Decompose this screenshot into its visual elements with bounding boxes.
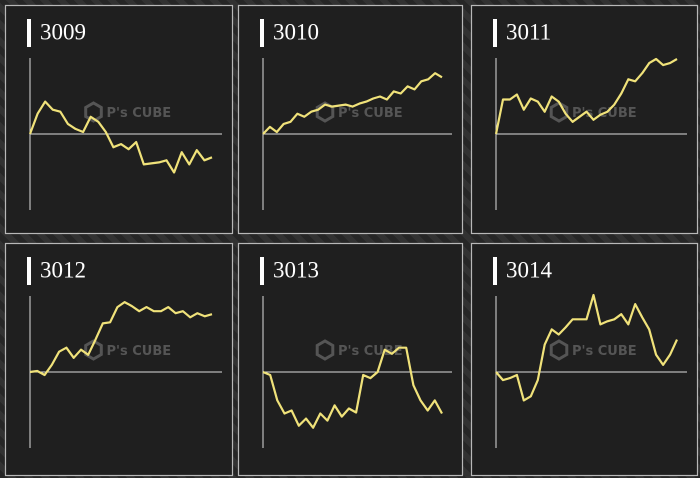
- chart-title: 3014: [506, 257, 553, 282]
- watermark-logo: [549, 101, 569, 123]
- watermark: P's CUBE: [338, 344, 403, 359]
- line-series: [28, 100, 213, 174]
- panel: [470, 4, 699, 235]
- chart-title: 3011: [506, 19, 551, 44]
- title-bar: [27, 257, 31, 285]
- panel: [4, 242, 234, 477]
- line-series: [29, 301, 213, 377]
- watermark-logo: [315, 339, 335, 361]
- line-series: [262, 72, 443, 135]
- title-bar: [260, 257, 264, 285]
- watermark: P's CUBE: [107, 106, 172, 121]
- chart-title: 3013: [273, 257, 319, 282]
- title-bar: [493, 257, 497, 285]
- line-series: [494, 57, 678, 135]
- watermark-logo: [84, 339, 103, 361]
- line-series: [495, 293, 678, 402]
- panel: [237, 242, 464, 477]
- title-bar: [493, 19, 497, 47]
- panel: [237, 4, 464, 235]
- watermark-logo: [84, 101, 103, 123]
- line-series: [262, 346, 443, 429]
- chart-title: 3009: [40, 19, 86, 44]
- title-bar: [260, 19, 264, 47]
- panel: [4, 4, 234, 235]
- watermark: P's CUBE: [338, 106, 403, 121]
- chart-title: 3010: [273, 19, 319, 44]
- chart-title: 3012: [40, 257, 86, 282]
- title-bar: [27, 19, 31, 47]
- watermark: P's CUBE: [107, 344, 172, 359]
- watermark-logo: [549, 339, 569, 361]
- watermark: P's CUBE: [572, 344, 637, 359]
